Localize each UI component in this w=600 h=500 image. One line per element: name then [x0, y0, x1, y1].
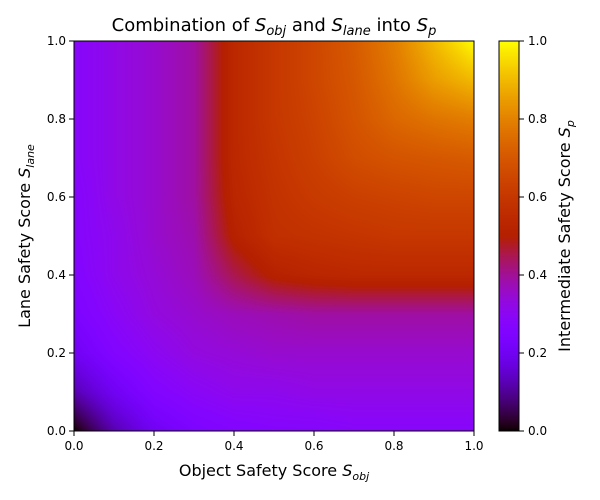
colorbar-tick-label: 0.8	[528, 112, 547, 126]
x-axis-ticks: 0.0 0.2 0.4 0.6 0.8 1.0	[64, 431, 484, 453]
x-tick-label: 0.6	[304, 439, 323, 453]
plot-frame	[73, 40, 475, 432]
chart-title: Combination of Sobj and Slane into Sp	[112, 15, 437, 39]
y-tick-label: 0.8	[47, 112, 66, 126]
y-axis-label: Lane Safety Score Slane	[15, 144, 37, 328]
colorbar-tick-label: 0.6	[528, 190, 547, 204]
x-tick-label: 0.8	[384, 439, 403, 453]
x-tick-label: 1.0	[464, 439, 483, 453]
colorbar-tick-label: 0.0	[528, 424, 547, 438]
x-tick-label: 0.2	[144, 439, 163, 453]
colorbar-frame	[498, 40, 520, 432]
x-tick-label: 0.4	[224, 439, 243, 453]
colorbar-tick-label: 1.0	[528, 34, 547, 48]
y-tick-label: 0.2	[47, 346, 66, 360]
colorbar-tick-label: 0.2	[528, 346, 547, 360]
colorbar-tick-label: 0.4	[528, 268, 547, 282]
y-tick-label: 0.4	[47, 268, 66, 282]
colorbar-label: Intermediate Safety Score Sp	[555, 120, 577, 352]
y-axis-ticks: 0.0 0.2 0.4 0.6 0.8 1.0	[47, 34, 74, 438]
colorbar-ticks: 0.0 0.2 0.4 0.6 0.8 1.0	[519, 34, 547, 438]
x-tick-label: 0.0	[64, 439, 83, 453]
x-axis-label: Object Safety Score Sobj	[179, 461, 370, 483]
heatmap-image	[74, 41, 474, 431]
y-tick-label: 0.0	[47, 424, 66, 438]
y-tick-label: 1.0	[47, 34, 66, 48]
colorbar-gradient	[499, 41, 519, 431]
y-tick-label: 0.6	[47, 190, 66, 204]
